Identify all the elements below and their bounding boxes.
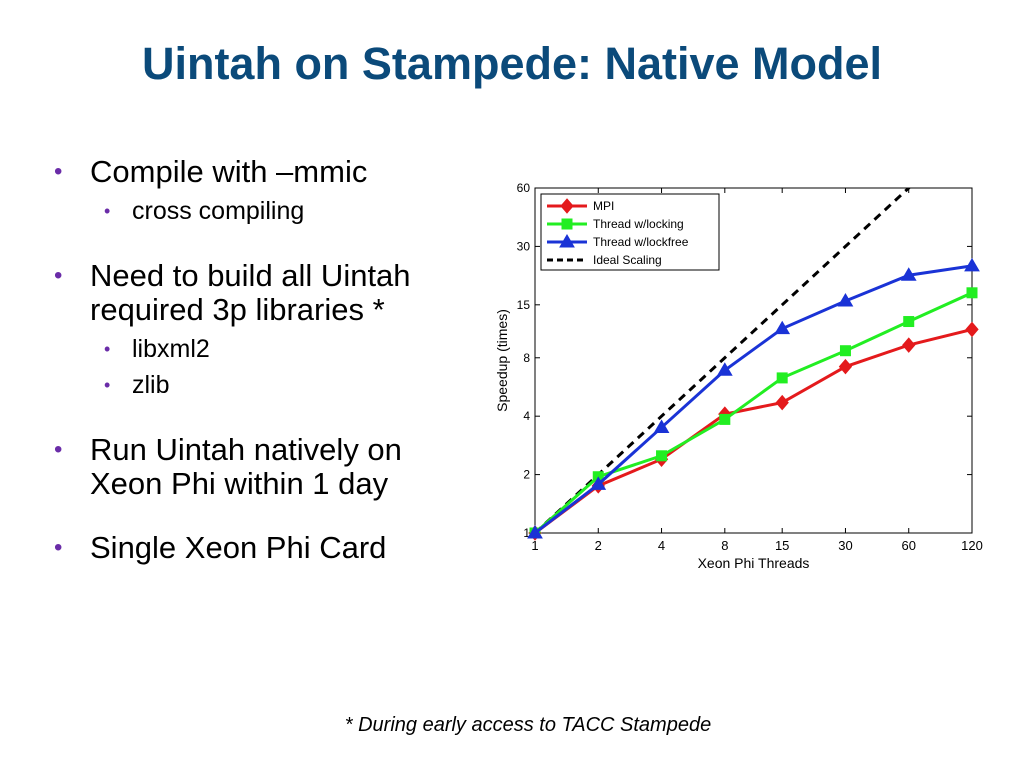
sub-bullet-marker: • — [104, 375, 111, 395]
legend-label: MPI — [593, 199, 614, 213]
sub-bullet-text: zlib — [132, 371, 170, 399]
lockfree-marker — [653, 419, 670, 433]
sub-bullet-item: • cross compiling — [90, 193, 472, 229]
x-tick-label: 15 — [775, 538, 789, 553]
x-tick-label: 2 — [595, 538, 602, 553]
locking-marker — [966, 287, 978, 299]
lockfree-marker — [837, 292, 854, 307]
x-tick-label: 4 — [658, 538, 665, 553]
bullet-list: • Compile with –mmic • cross compiling • Need… — [52, 155, 472, 595]
bullet-item: • Need to build all Uintah required 3p li… — [52, 259, 472, 403]
x-tick-label: 60 — [901, 538, 915, 553]
y-tick-label: 15 — [517, 298, 531, 312]
y-tick-label: 8 — [523, 351, 530, 365]
bullet-item: • Single Xeon Phi Card — [52, 531, 472, 565]
locking-marker — [656, 450, 668, 462]
sub-bullet-text: libxml2 — [132, 335, 210, 363]
x-tick-label: 1 — [531, 538, 538, 553]
bullet-marker: • — [54, 158, 63, 185]
bullet-text: Run Uintah natively on Xeon Phi within 1… — [90, 432, 402, 501]
sub-bullet-marker: • — [104, 201, 111, 221]
series-line-ideal-scaling — [535, 188, 911, 533]
y-tick-label: 2 — [523, 468, 530, 482]
mpi-marker — [560, 198, 574, 214]
bullet-item: • Compile with –mmic • cross compiling — [52, 155, 472, 229]
bullet-text: Need to build all Uintah required 3p lib… — [90, 258, 411, 327]
legend-label: Ideal Scaling — [593, 253, 662, 267]
bullet-text: Compile with –mmic — [90, 154, 368, 189]
locking-marker — [719, 413, 731, 425]
speedup-chart: 1 2 4 8 15 30 60 120 1 2 4 8 15 30 60 Xeon Phi Threads S… — [494, 181, 983, 571]
mpi-marker — [902, 337, 916, 353]
y-tick-label: 30 — [517, 239, 531, 253]
sub-bullet-marker: • — [104, 339, 111, 359]
sub-bullet-text: cross compiling — [132, 197, 305, 225]
sub-bullet-item: • libxml2 — [90, 331, 472, 367]
mpi-marker — [775, 394, 789, 411]
mpi-marker — [965, 321, 979, 338]
bullet-item: • Run Uintah natively on Xeon Phi within … — [52, 433, 472, 501]
x-tick-label: 30 — [838, 538, 852, 553]
lockfree-marker — [964, 257, 980, 272]
x-tick-label: 8 — [721, 538, 728, 553]
y-tick-label: 1 — [523, 526, 530, 540]
lockfree-marker — [559, 234, 575, 248]
y-tick-label: 4 — [523, 409, 530, 423]
lockfree-marker — [527, 525, 543, 539]
mpi-marker — [838, 358, 853, 375]
x-tick-label: 120 — [961, 538, 983, 553]
x-axis-label: Xeon Phi Threads — [698, 555, 810, 571]
bullet-marker: • — [54, 262, 63, 289]
locking-marker — [903, 316, 915, 328]
legend-label: Thread w/locking — [593, 217, 684, 231]
sub-bullet-list: • libxml2 • zlib — [90, 331, 472, 403]
footnote: * During early access to TACC Stampede — [344, 714, 712, 736]
bullet-marker: • — [54, 436, 63, 463]
lockfree-marker — [716, 362, 733, 376]
lockfree-marker — [774, 320, 791, 335]
locking-marker — [561, 218, 573, 230]
locking-marker — [839, 345, 851, 357]
bullet-text: Single Xeon Phi Card — [90, 530, 387, 565]
y-tick-label: 60 — [517, 181, 531, 195]
sub-bullet-list: • cross compiling — [90, 193, 472, 229]
locking-marker — [776, 372, 788, 384]
sub-bullet-item: • zlib — [90, 367, 472, 403]
y-axis-label: Speedup (times) — [494, 309, 510, 412]
legend-label: Thread w/lockfree — [593, 235, 689, 249]
series-line-thread-w-lockfree — [535, 264, 972, 533]
slide-title: Uintah on Stampede: Native Model — [141, 38, 883, 89]
bullet-marker: • — [54, 534, 63, 561]
series-line-mpi — [535, 327, 972, 533]
lockfree-marker — [900, 267, 917, 281]
lockfree-marker — [590, 476, 607, 490]
